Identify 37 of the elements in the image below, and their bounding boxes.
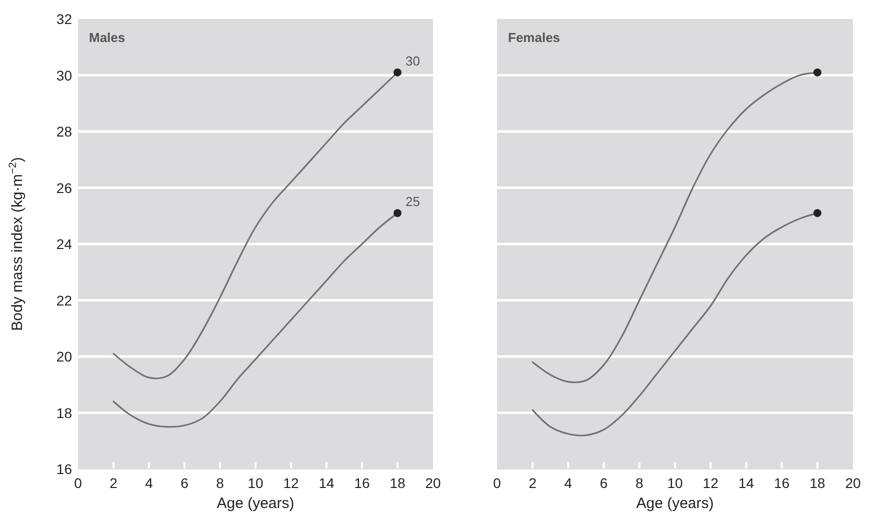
x-axis-title: Age (years) [216, 495, 294, 512]
text: Females [508, 30, 560, 45]
x-tick-label: 2 [110, 475, 118, 491]
text: Males [89, 30, 126, 45]
x-tick-label: 14 [738, 475, 754, 491]
y-tick-label: 28 [56, 124, 72, 140]
annotation: 25 [406, 194, 420, 210]
x-tick-label: 6 [180, 475, 189, 491]
y-tick-label: 22 [56, 292, 72, 308]
x-tick-label: 20 [845, 475, 861, 491]
y-tick-label: 18 [56, 404, 72, 421]
y-tick-label: 20 [56, 348, 72, 364]
x-tick-label: 18 [390, 475, 406, 491]
x-tick-label: 8 [636, 475, 644, 491]
x-tick-label: 10 [667, 475, 683, 491]
x-tick-label: 12 [283, 475, 299, 491]
y-tick-label: 30 [56, 67, 72, 84]
x-tick-label: 6 [600, 475, 608, 491]
x-tick-label: 12 [702, 475, 719, 491]
y-tick-label: 26 [56, 180, 72, 196]
y-tick-label: 32 [56, 11, 72, 27]
x-tick-label: 10 [248, 475, 264, 491]
x-axis-title: Age (years) [636, 495, 714, 512]
x-tick-label: 20 [425, 475, 441, 491]
x-tick-label: 14 [318, 475, 334, 491]
x-tick-label: 16 [774, 475, 790, 491]
x-tick-label: 4 [145, 475, 154, 491]
x-tick-label: 18 [810, 475, 826, 491]
x-tick-label: 8 [216, 475, 224, 491]
annotation: 30 [406, 53, 420, 68]
x-tick-label: 0 [493, 475, 502, 491]
x-tick-label: 2 [528, 475, 537, 491]
y-tick-label: 16 [56, 461, 72, 477]
x-tick-label: 16 [354, 475, 370, 491]
x-tick-label: 0 [74, 475, 82, 491]
x-tick-label: 4 [564, 475, 572, 491]
y-tick-label: 24 [56, 236, 72, 252]
